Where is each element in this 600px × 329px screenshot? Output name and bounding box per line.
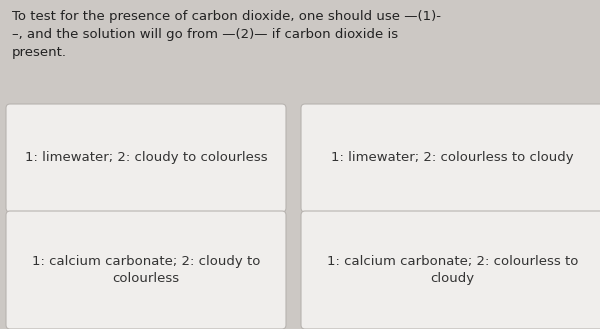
Text: 1: calcium carbonate; 2: colourless to
cloudy: 1: calcium carbonate; 2: colourless to c… — [327, 255, 578, 285]
FancyBboxPatch shape — [301, 211, 600, 329]
Text: To test for the presence of carbon dioxide, one should use —(1)-
–, and the solu: To test for the presence of carbon dioxi… — [12, 10, 441, 59]
Text: 1: limewater; 2: colourless to cloudy: 1: limewater; 2: colourless to cloudy — [331, 151, 574, 164]
Text: 1: limewater; 2: cloudy to colourless: 1: limewater; 2: cloudy to colourless — [25, 151, 268, 164]
Text: 1: calcium carbonate; 2: cloudy to
colourless: 1: calcium carbonate; 2: cloudy to colou… — [32, 255, 260, 285]
FancyBboxPatch shape — [6, 104, 286, 212]
FancyBboxPatch shape — [6, 211, 286, 329]
FancyBboxPatch shape — [301, 104, 600, 212]
